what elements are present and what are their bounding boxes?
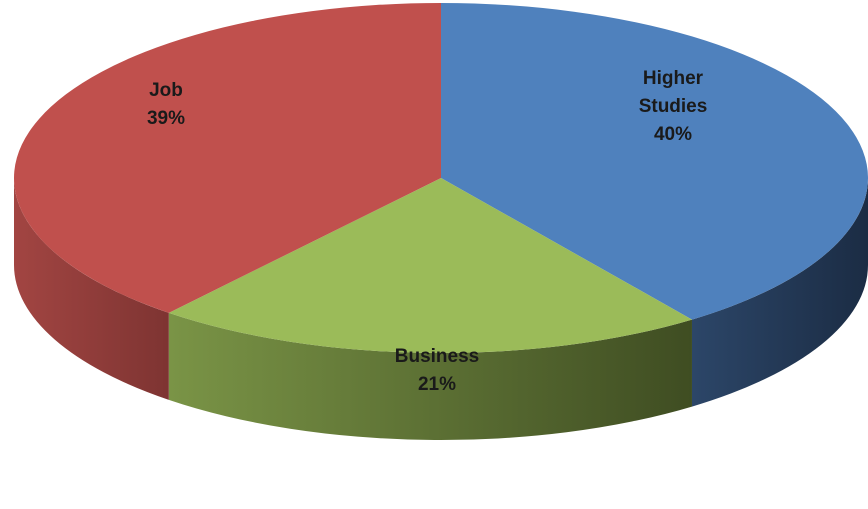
pie-top-faces: [13, 3, 868, 354]
pie-label-percent: 39%: [147, 108, 185, 129]
pie-slice-job: [13, 3, 441, 313]
pie-label-higher-studies: Higher Studies 40%: [639, 68, 708, 145]
pie-side-higher-studies: [691, 178, 868, 407]
pie-slice-business: [168, 178, 692, 354]
pie-label-category: Job: [149, 80, 183, 101]
pie-label-percent: 21%: [418, 374, 456, 395]
pie-side-business: [168, 312, 692, 441]
pie-side-walls: [13, 178, 868, 441]
pie-label-job: Job 39%: [147, 80, 185, 129]
pie-label-percent: 40%: [654, 124, 692, 145]
pie-labels: Higher Studies 40% Business 21% Job 39%: [147, 68, 707, 395]
pie-label-category: Business: [395, 346, 479, 367]
pie-label-category: Higher: [643, 68, 704, 89]
pie-label-category: Studies: [639, 96, 708, 117]
pie-label-business: Business 21%: [395, 346, 479, 395]
pie-side-job: [13, 178, 169, 400]
pie-slice-higher-studies: [441, 3, 868, 320]
